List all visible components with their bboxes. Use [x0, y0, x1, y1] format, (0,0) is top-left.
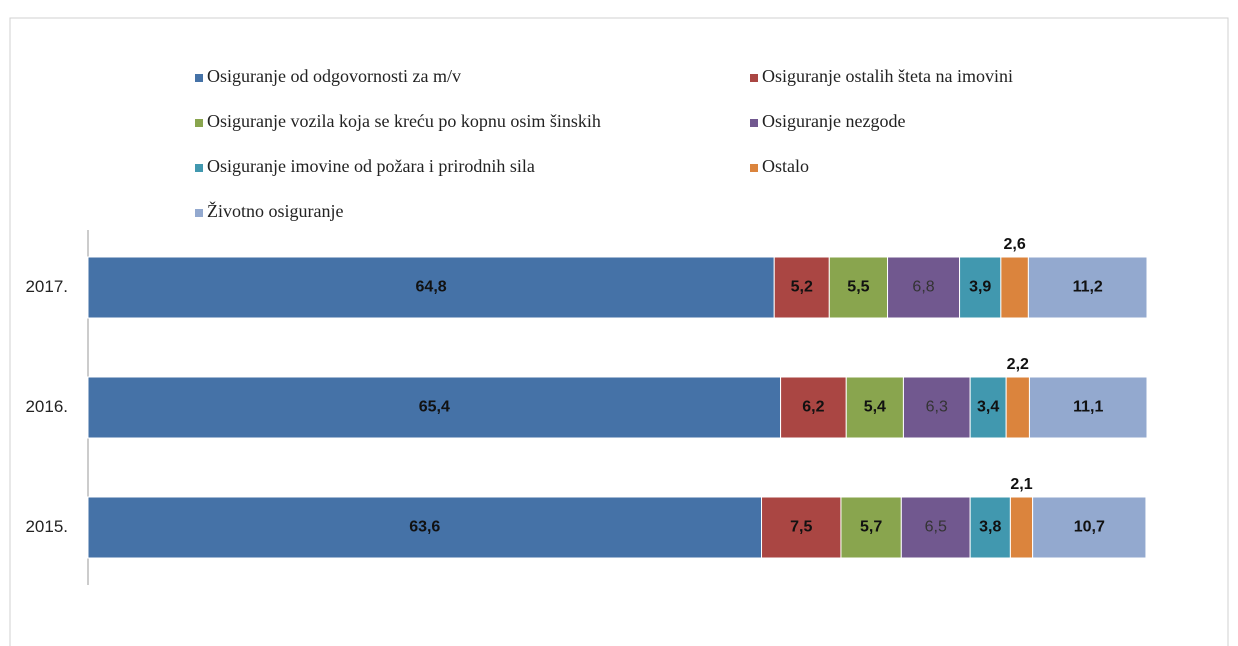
legend-label: Osiguranje nezgode: [762, 111, 905, 131]
bar-segment: [761, 496, 842, 559]
bar-segment: [1000, 256, 1029, 319]
bar-segment: [845, 376, 904, 439]
value-label: 3,9: [969, 279, 991, 296]
legend-label: Životno osiguranje: [207, 200, 343, 221]
value-label: 5,4: [864, 399, 886, 416]
bar-segment: [780, 376, 847, 439]
legend-swatch: [750, 74, 758, 82]
legend-label: Osiguranje od odgovornosti za m/v: [207, 66, 461, 86]
legend-swatch: [750, 164, 758, 172]
bar-segment: [969, 376, 1007, 439]
value-label: 3,8: [979, 519, 1001, 536]
bar-segment: [828, 256, 889, 319]
value-label: 10,7: [1074, 519, 1105, 536]
value-label: 2,2: [1007, 356, 1029, 373]
value-label: 65,4: [419, 399, 450, 416]
value-label: 64,8: [416, 279, 447, 296]
value-label: 6,8: [912, 279, 934, 296]
bar-segment: [1005, 376, 1030, 439]
value-label: 5,7: [860, 519, 882, 536]
legend-swatch: [195, 119, 203, 127]
category-label: 2015.: [25, 517, 68, 536]
bar-segment: [773, 256, 830, 319]
bar-segment: [900, 496, 971, 559]
bar-segment: [969, 496, 1011, 559]
value-label: 5,2: [791, 279, 813, 296]
bar-segment: [887, 256, 961, 319]
value-label: 2,1: [1010, 476, 1032, 493]
value-label: 11,2: [1073, 279, 1103, 296]
value-label: 6,3: [926, 399, 948, 416]
value-label: 3,4: [977, 399, 999, 416]
legend-label: Osiguranje vozila koja se kreću po kopnu…: [207, 111, 601, 131]
legend-swatch: [750, 119, 758, 127]
bar-segment: [87, 496, 763, 559]
value-label: 63,6: [409, 519, 440, 536]
value-label: 11,1: [1073, 399, 1103, 416]
chart-border: [9, 17, 1229, 646]
bar-segment: [1009, 496, 1034, 559]
bar-segment: [1028, 376, 1148, 439]
value-label: 7,5: [790, 519, 812, 536]
category-label: 2017.: [25, 277, 68, 296]
category-label: 2016.: [25, 397, 68, 416]
legend-swatch: [195, 209, 203, 217]
legend-swatch: [195, 74, 203, 82]
legend-label: Osiguranje imovine od požara i prirodnih…: [207, 156, 535, 176]
legend-label: Osiguranje ostalih šteta na imovini: [762, 66, 1013, 86]
value-label: 2,6: [1004, 236, 1026, 253]
value-label: 6,2: [802, 399, 824, 416]
legend-swatch: [195, 164, 203, 172]
bar-segment: [1027, 256, 1148, 319]
bar-segment: [1032, 496, 1147, 559]
value-label: 6,5: [925, 519, 947, 536]
bar-segment: [840, 496, 902, 559]
bar-segment: [902, 376, 971, 439]
legend-label: Ostalo: [762, 156, 809, 176]
value-label: 5,5: [847, 279, 869, 296]
bar-segment: [87, 376, 782, 439]
bar-segment: [87, 256, 775, 319]
